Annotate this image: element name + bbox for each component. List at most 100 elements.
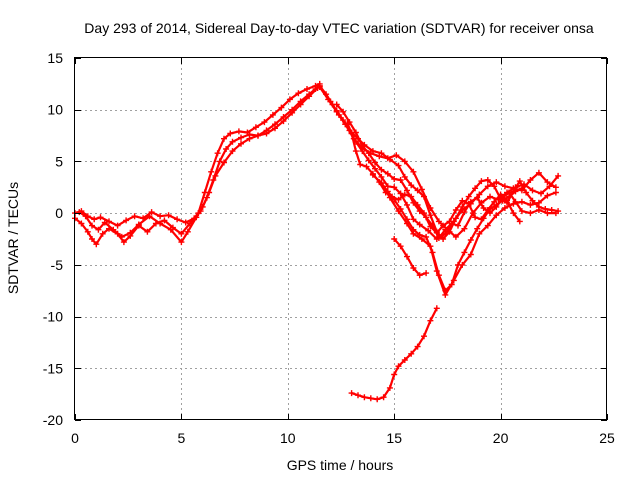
data-point bbox=[433, 229, 440, 236]
data-point bbox=[497, 191, 504, 198]
data-point bbox=[461, 225, 468, 232]
data-point bbox=[423, 270, 430, 277]
data-point bbox=[397, 177, 404, 183]
data-point bbox=[440, 222, 447, 229]
data-point bbox=[184, 228, 191, 235]
data-point bbox=[418, 186, 425, 193]
data-point bbox=[442, 287, 449, 294]
y-tick-label: -15 bbox=[43, 360, 63, 376]
data-point bbox=[167, 226, 174, 233]
data-point bbox=[289, 109, 296, 116]
data-point bbox=[359, 142, 366, 149]
series-track-8 bbox=[344, 120, 523, 236]
data-point bbox=[252, 124, 259, 131]
data-point bbox=[157, 220, 164, 227]
data-point bbox=[91, 216, 98, 223]
data-point bbox=[421, 210, 427, 217]
data-point bbox=[418, 236, 425, 242]
data-point bbox=[427, 212, 434, 219]
data-point bbox=[440, 236, 447, 242]
data-point bbox=[316, 84, 323, 90]
data-point bbox=[127, 229, 134, 236]
data-point bbox=[465, 193, 472, 200]
data-point bbox=[416, 231, 423, 238]
data-point bbox=[229, 138, 236, 145]
data-point bbox=[97, 214, 104, 221]
data-point bbox=[427, 317, 434, 324]
data-point bbox=[410, 226, 417, 233]
data-point bbox=[365, 150, 372, 157]
data-point bbox=[261, 119, 268, 126]
data-point bbox=[501, 183, 508, 190]
data-point bbox=[255, 132, 261, 139]
data-point bbox=[178, 230, 185, 237]
data-point bbox=[544, 210, 551, 217]
data-point bbox=[208, 168, 215, 175]
data-point bbox=[401, 158, 408, 165]
data-point bbox=[472, 185, 479, 192]
data-point bbox=[484, 222, 491, 229]
data-point bbox=[493, 201, 500, 208]
data-point bbox=[414, 343, 421, 350]
data-point bbox=[84, 228, 91, 235]
data-point bbox=[114, 222, 121, 229]
data-point bbox=[235, 128, 242, 135]
data-point bbox=[369, 171, 376, 178]
data-point bbox=[401, 191, 408, 198]
data-point bbox=[269, 111, 276, 118]
data-point bbox=[474, 194, 481, 201]
y-tick-label: 10 bbox=[47, 102, 63, 118]
data-point bbox=[493, 212, 500, 219]
data-point bbox=[227, 130, 234, 137]
data-point bbox=[395, 162, 402, 169]
data-point bbox=[544, 179, 551, 186]
series-track-12 bbox=[348, 305, 440, 403]
data-point bbox=[386, 384, 393, 391]
y-tick-labels: -20 -15 -10 -5 0 5 10 15 bbox=[43, 50, 63, 428]
series-track-5 bbox=[316, 84, 562, 240]
data-point bbox=[99, 230, 106, 237]
data-point bbox=[480, 205, 487, 211]
data-point bbox=[404, 253, 410, 260]
data-point bbox=[484, 177, 491, 183]
data-point bbox=[408, 193, 415, 200]
data-point bbox=[404, 201, 410, 208]
data-point bbox=[523, 189, 530, 196]
data-point bbox=[333, 107, 340, 114]
data-point bbox=[297, 101, 304, 108]
data-point bbox=[555, 172, 562, 179]
data-point bbox=[527, 201, 534, 208]
data-point bbox=[182, 219, 189, 226]
data-point bbox=[333, 101, 340, 108]
data-point bbox=[535, 207, 542, 213]
data-point bbox=[106, 218, 112, 225]
data-point bbox=[246, 135, 253, 142]
data-point bbox=[295, 90, 302, 97]
data-point bbox=[76, 209, 83, 216]
data-point bbox=[146, 213, 153, 220]
data-point bbox=[348, 390, 355, 397]
data-point bbox=[410, 216, 417, 223]
data-point bbox=[433, 305, 440, 312]
data-point bbox=[374, 396, 381, 403]
data-point bbox=[214, 150, 221, 157]
data-point bbox=[193, 214, 200, 221]
data-point bbox=[280, 118, 287, 125]
data-point bbox=[506, 193, 513, 200]
data-point bbox=[372, 165, 378, 172]
data-point bbox=[476, 191, 483, 198]
series-markers bbox=[316, 84, 562, 240]
data-point bbox=[391, 236, 398, 242]
data-point bbox=[544, 192, 551, 199]
data-point bbox=[552, 184, 559, 191]
data-point bbox=[304, 86, 310, 92]
data-point bbox=[89, 222, 95, 229]
series-markers bbox=[378, 180, 525, 294]
data-point bbox=[148, 209, 155, 216]
y-tick-label: 0 bbox=[55, 205, 63, 221]
x-tick-label: 25 bbox=[599, 430, 615, 446]
data-point bbox=[461, 249, 468, 256]
data-point bbox=[367, 395, 374, 402]
data-point bbox=[474, 225, 481, 232]
series-markers bbox=[344, 120, 523, 236]
